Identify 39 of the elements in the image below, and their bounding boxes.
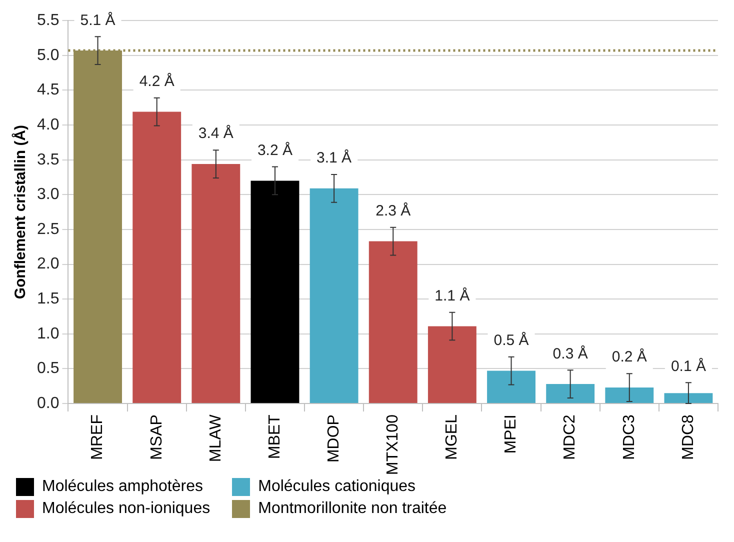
y-tick-label: 0.0	[36, 394, 60, 412]
y-tick-label: 4.5	[36, 82, 60, 99]
y-tick-label: 3.0	[36, 186, 60, 204]
legend-label: Molécules non-ioniques	[42, 500, 210, 518]
data-label: 0.1 Å	[670, 356, 706, 375]
legend-label: Molécules amphotères	[42, 478, 203, 496]
y-tick-label: 4.0	[36, 116, 60, 134]
x-tick-label: MTX100	[384, 414, 402, 475]
data-label: 0.3 Å	[552, 344, 588, 362]
x-tick-label: MGEL	[444, 414, 461, 460]
y-tick-label: 1.0	[36, 325, 60, 342]
data-label: 3.2 Å	[257, 140, 292, 159]
x-tick-label: MDC2	[562, 414, 579, 460]
legend-label: Molécules cationiques	[258, 478, 416, 496]
y-tick-label: 3.5	[36, 151, 60, 168]
y-tick-label: 2.5	[36, 220, 60, 238]
y-tick-label: 1.5	[36, 290, 60, 308]
data-label: 0.2 Å	[612, 348, 647, 366]
legend-label: Montmorillonite non traitée	[258, 500, 447, 518]
x-tick-label: MDC8	[680, 414, 697, 460]
data-label: 0.5 Å	[494, 331, 529, 350]
x-tick-label: MDOP	[325, 414, 342, 463]
y-tick-label: 5.0	[36, 46, 60, 64]
data-label: 1.1 Å	[434, 286, 470, 304]
x-tick-label: MPEI	[502, 414, 520, 454]
x-tick-label: MLAW	[207, 414, 224, 462]
data-label: 4.2 Å	[139, 72, 174, 90]
data-label: 2.3 Å	[376, 202, 411, 220]
x-tick-label: MBET	[266, 414, 284, 459]
x-tick-label: MSAP	[148, 414, 166, 460]
y-tick-label: 2.0	[36, 256, 60, 273]
x-tick-label: MDC3	[620, 414, 638, 460]
y-tick-label: 5.5	[36, 12, 60, 30]
data-label: 3.4 Å	[198, 124, 234, 142]
data-label: 3.1 Å	[316, 148, 352, 167]
y-tick-label: 0.5	[36, 360, 60, 378]
y-axis-title: Gonflement cristallin (Å)	[11, 124, 30, 300]
data-label: 5.1 Å	[80, 10, 116, 29]
x-tick-label: MREF	[89, 414, 106, 460]
